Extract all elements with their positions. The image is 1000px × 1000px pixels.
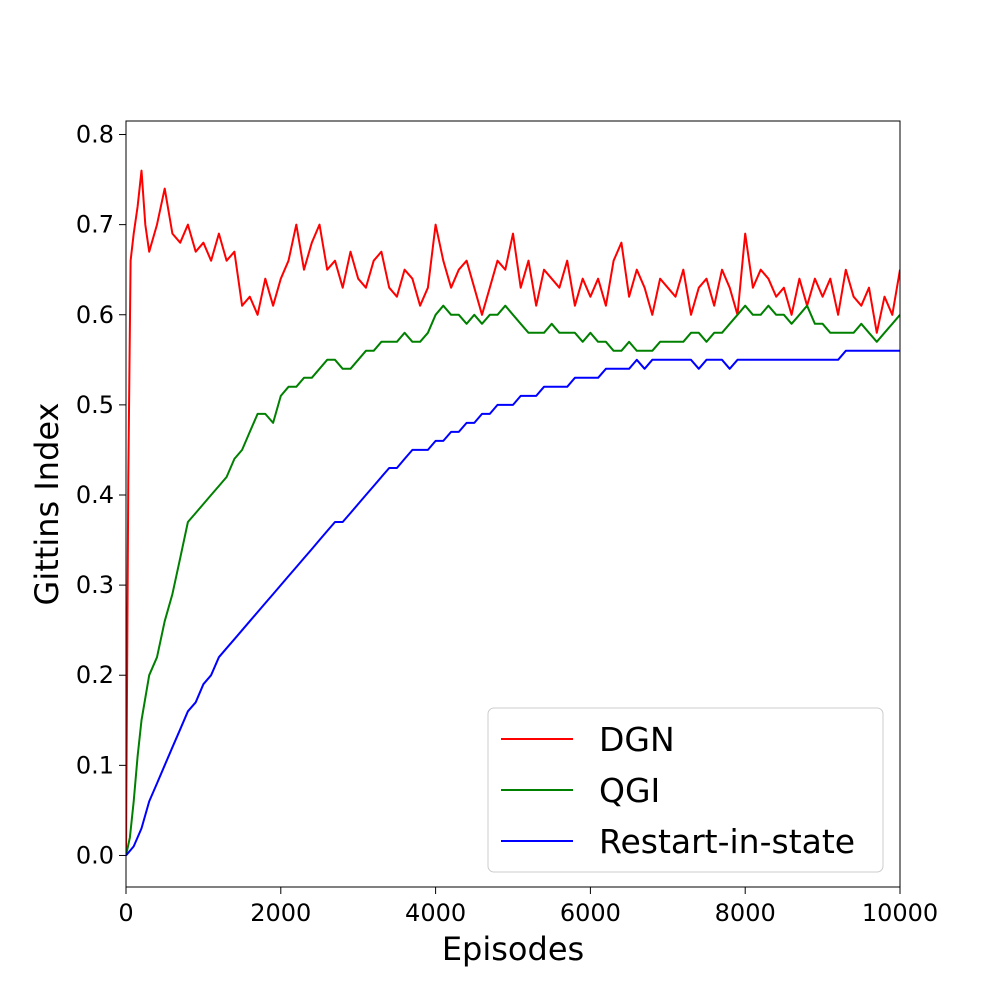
series-line-qgi [126,304,900,856]
x-tick-label: 8000 [715,899,776,927]
x-tick-label: 6000 [560,899,621,927]
x-tick-label: 2000 [250,899,311,927]
legend: DGN QGI Restart-in-state [487,707,884,873]
x-tick-label: 0 [118,899,133,927]
series-layer [126,169,900,857]
y-tick-label: 0.7 [76,211,114,239]
y-tick-label: 0.0 [76,841,114,869]
series-line-restart-in-state [126,349,900,857]
legend-label: DGN [599,720,675,759]
y-axis: 0.0 0.1 0.2 0.3 0.4 0.5 0.6 0.7 0.8 [76,121,126,869]
y-tick-label: 0.4 [76,481,114,509]
x-tick-label: 4000 [405,899,466,927]
x-tick-label: 10000 [862,899,938,927]
y-tick-label: 0.5 [76,391,114,419]
y-tick-label: 0.3 [76,571,114,599]
y-axis-label: Gittins Index [28,403,66,606]
series-line-dgn [126,169,900,856]
y-tick-label: 0.6 [76,301,114,329]
y-tick-label: 0.1 [76,751,114,779]
x-axis-label: Episodes [442,930,584,968]
legend-box [487,707,884,873]
y-tick-label: 0.8 [76,121,114,149]
plot-frame [125,120,901,888]
y-tick-label: 0.2 [76,661,114,689]
legend-label: Restart-in-state [599,822,855,861]
x-axis: 0 2000 4000 6000 8000 10000 [118,887,938,927]
legend-label: QGI [599,771,660,810]
